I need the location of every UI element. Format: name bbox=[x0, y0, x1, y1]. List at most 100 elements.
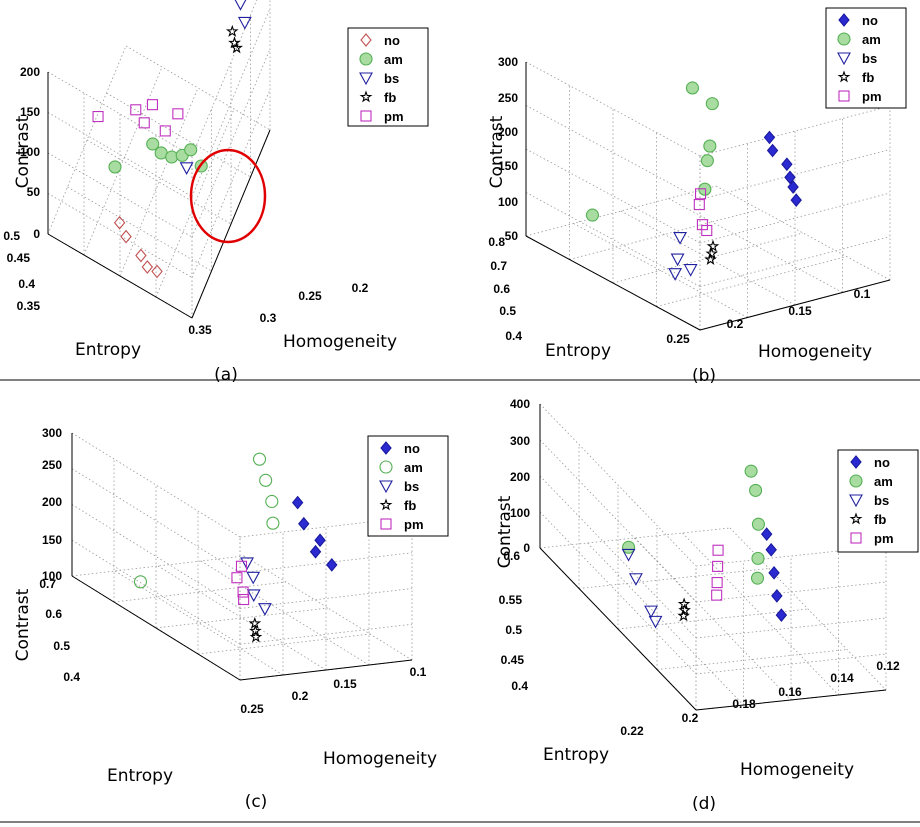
z-tick-label: 300 bbox=[42, 426, 62, 440]
x-axis-line bbox=[239, 659, 413, 681]
panel-caption: (a) bbox=[214, 365, 238, 385]
data-point bbox=[750, 571, 765, 585]
data-point bbox=[644, 605, 658, 619]
z-tick-label: 50 bbox=[505, 229, 519, 243]
data-point bbox=[744, 464, 758, 478]
data-point bbox=[849, 474, 863, 488]
data-point bbox=[771, 588, 783, 603]
gridline bbox=[699, 236, 891, 287]
y-axis-line bbox=[71, 575, 241, 681]
z-tick-label: 150 bbox=[20, 105, 40, 119]
legend-label-fb: fb bbox=[874, 512, 886, 527]
gridline bbox=[656, 256, 847, 307]
legend-label-fb: fb bbox=[404, 498, 416, 513]
data-point bbox=[766, 143, 779, 158]
gridline bbox=[200, 560, 370, 666]
z-axis-label: Contrast bbox=[13, 115, 33, 188]
data-point bbox=[705, 97, 719, 111]
legend-label-am: am bbox=[874, 474, 893, 489]
y-tick-label: 0.55 bbox=[499, 593, 523, 607]
gridline bbox=[525, 148, 701, 244]
y-tick-label: 0.5 bbox=[499, 304, 516, 318]
data-point bbox=[685, 81, 699, 95]
x-axis-line bbox=[695, 689, 887, 711]
z-tick-label: 100 bbox=[42, 569, 62, 583]
data-point bbox=[700, 154, 714, 168]
y-tick-label: 0.6 bbox=[45, 607, 62, 621]
x-tick-label: 0.35 bbox=[188, 323, 212, 337]
gridline bbox=[715, 185, 891, 281]
gridline bbox=[71, 468, 241, 574]
data-point bbox=[130, 104, 142, 116]
data-point bbox=[751, 551, 765, 565]
data-point bbox=[837, 32, 851, 46]
gridline bbox=[83, 66, 163, 256]
highlight-circle bbox=[189, 148, 267, 244]
gridline bbox=[569, 209, 760, 260]
gridline bbox=[71, 432, 241, 538]
data-point bbox=[151, 264, 163, 279]
data-point bbox=[172, 108, 184, 120]
z-tick-label: 100 bbox=[498, 195, 518, 209]
data-point bbox=[379, 460, 393, 474]
data-point bbox=[696, 219, 708, 231]
data-point bbox=[113, 215, 126, 230]
gridline bbox=[71, 539, 241, 645]
data-point bbox=[784, 170, 796, 185]
data-point bbox=[359, 72, 373, 86]
data-point bbox=[309, 544, 322, 559]
data-point bbox=[359, 90, 373, 103]
gridline bbox=[634, 537, 792, 701]
gridline bbox=[239, 588, 413, 609]
data-point bbox=[258, 603, 272, 616]
z-tick-label: 150 bbox=[42, 533, 62, 547]
y-tick-label: 0.8 bbox=[488, 235, 505, 249]
data-point bbox=[379, 498, 393, 511]
gridline bbox=[620, 210, 796, 306]
y-tick-label: 0.7 bbox=[490, 259, 507, 273]
gridline bbox=[573, 223, 748, 318]
x-tick-label: 0.12 bbox=[876, 659, 900, 673]
data-point bbox=[849, 512, 863, 525]
y-tick-label: 0.7 bbox=[39, 577, 56, 591]
data-point bbox=[228, 36, 241, 49]
y-axis-label: Entropy bbox=[107, 766, 173, 786]
x-tick-label: 0.2 bbox=[682, 711, 699, 725]
panel-caption: (b) bbox=[692, 366, 716, 386]
x-axis-line bbox=[699, 279, 891, 331]
data-point bbox=[146, 99, 159, 111]
data-point bbox=[179, 162, 194, 175]
legend-label-am: am bbox=[404, 460, 423, 475]
data-point bbox=[380, 441, 392, 455]
x-tick-label: 0.15 bbox=[333, 677, 357, 691]
data-point bbox=[266, 516, 280, 530]
gridline bbox=[239, 552, 413, 574]
gridline bbox=[197, 633, 371, 655]
y-tick-label: 0.45 bbox=[501, 653, 525, 667]
data-point bbox=[712, 544, 724, 556]
data-point bbox=[240, 557, 254, 571]
gridline bbox=[682, 532, 839, 696]
data-point bbox=[673, 231, 687, 245]
data-point bbox=[259, 473, 273, 487]
y-axis-line bbox=[539, 547, 697, 711]
data-point bbox=[711, 589, 723, 601]
x-tick-label: 0.1 bbox=[410, 665, 427, 679]
data-point bbox=[790, 193, 802, 207]
y-tick-label: 0.6 bbox=[503, 549, 520, 563]
legend-label-fb: fb bbox=[862, 70, 874, 85]
data-point bbox=[749, 483, 763, 497]
x-tick-label: 0.25 bbox=[666, 332, 690, 346]
data-point bbox=[775, 608, 788, 622]
z-tick-label: 250 bbox=[498, 91, 518, 105]
y-axis-line bbox=[47, 233, 193, 319]
x-tick-label: 0.14 bbox=[830, 671, 854, 685]
x-axis-label: Homogeneity bbox=[283, 332, 397, 352]
z-tick-label: 300 bbox=[510, 434, 530, 448]
data-point bbox=[246, 589, 261, 603]
y-tick-label: 0.45 bbox=[7, 251, 31, 265]
data-point bbox=[326, 558, 338, 572]
z-tick-label: 100 bbox=[510, 506, 530, 520]
data-point bbox=[838, 13, 850, 27]
legend-label-am: am bbox=[862, 32, 881, 47]
